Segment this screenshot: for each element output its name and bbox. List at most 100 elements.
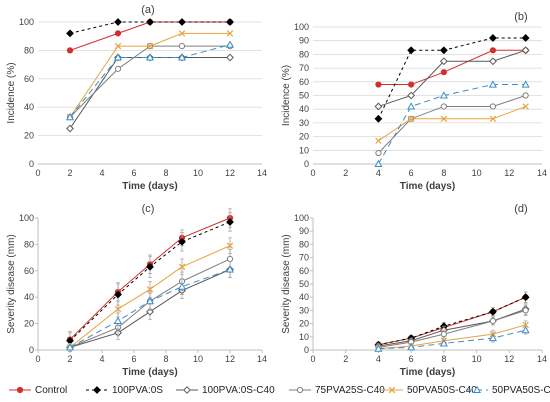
x-tick-label: 4 [99, 168, 104, 178]
series-75pva25s-c40 [375, 92, 529, 157]
data-point-control [66, 47, 74, 54]
data-point-50pva50s-c80 [488, 80, 497, 88]
x-tick-label: 12 [225, 354, 235, 364]
panel-a: 0 2 4 6 8 10 12 14 0 20 40 60 80 100 Time (days) Incide… [6, 4, 267, 192]
x-tick-label: 12 [504, 168, 514, 178]
series-50pva50s-c40 [375, 320, 529, 352]
y-tick-label: 80 [299, 239, 309, 249]
series-line-control [378, 49, 526, 86]
data-point-50pva50s-c80 [439, 91, 448, 99]
data-point-100pva-0s [114, 290, 122, 299]
legend-label-100pva-0s-c40: 100PVA:0S-C40 [202, 384, 275, 396]
y-tick-label: 40 [299, 292, 309, 302]
data-point-50pva50s-c40 [522, 103, 529, 110]
data-point-100pva-0s [521, 293, 530, 302]
series-100pva-0s [374, 34, 530, 123]
data-point-75pva25s-c40 [522, 307, 529, 314]
legend-item-50pva50s-c40: 50PVA50S-C40 [380, 380, 477, 400]
data-point-50pva50s-c80 [225, 265, 235, 273]
y-tick-label: 0 [304, 159, 309, 169]
data-point-100pva-0s [226, 18, 234, 26]
x-tick-label: 12 [225, 168, 235, 178]
y-tick-label: 80 [299, 49, 309, 59]
data-point-50pva50s-c80 [65, 112, 75, 121]
x-tick-label: 0 [310, 168, 315, 178]
data-point-100pva-0s [146, 262, 154, 271]
data-point-75pva25s-c40 [375, 149, 382, 157]
y-tick-label: 0 [29, 345, 34, 355]
data-point-50pva50s-c80 [145, 296, 155, 305]
series-100pva-0s [66, 18, 234, 38]
legend-item-100pva-0s: 100PVA:0S [85, 380, 163, 400]
legend-label-75pva25s-c40: 75PVA25S-C40 [315, 384, 385, 396]
x-tick-label: 0 [35, 354, 40, 364]
y-tick-label: 20 [299, 319, 309, 329]
data-point-100pva-0s-c40 [226, 53, 234, 62]
data-point-100pva-0s [178, 237, 186, 246]
series-50pva50s-c80 [65, 40, 235, 121]
data-point-50pva50s-c80 [521, 80, 530, 88]
y-tick-label: 100 [294, 213, 309, 223]
data-point-50pva50s-c40 [146, 42, 154, 50]
y-tick-label: 20 [299, 132, 309, 142]
x-tick-label: 14 [257, 354, 267, 364]
y-tick-label: 90 [299, 36, 309, 46]
panel-label: (d) [514, 203, 527, 215]
legend-label-100pva-0s: 100PVA:0S [112, 384, 163, 396]
series-100pva-0s-c40 [374, 46, 530, 111]
x-tick-label: 4 [376, 354, 381, 364]
series-line-100pva-0s-c40 [378, 49, 526, 107]
legend-marker [388, 386, 396, 394]
y-axis-label: Severity disease (mm) [6, 234, 17, 333]
y-tick-label: 30 [299, 305, 309, 315]
data-point-100pva-0s [374, 114, 383, 123]
panel-d: 0 2 4 6 8 10 12 14 0 10 20 30 40 50 60 70 80 90 100 Time (d… [281, 203, 547, 378]
y-tick-label: 0 [304, 345, 309, 355]
legend-marker [296, 386, 304, 394]
panel-c: 0 2 4 6 8 10 12 14 0 20 40 60 80 100 Time (days) Severi… [6, 203, 267, 378]
panel-label: (a) [141, 4, 154, 16]
legend-marker [93, 386, 101, 394]
data-point-100pva-0s-c40 [407, 91, 416, 100]
y-tick-label: 20 [24, 131, 34, 141]
data-point-100pva-0s [489, 307, 497, 316]
x-tick-label: 8 [163, 168, 168, 178]
x-axis-label: Time (days) [122, 181, 177, 192]
y-tick-label: 30 [299, 118, 309, 128]
y-tick-label: 40 [24, 292, 34, 302]
series-100pva-0s-c40 [66, 53, 234, 133]
y-tick-label: 90 [299, 226, 309, 236]
y-tick-label: 10 [299, 332, 309, 342]
data-point-50pva50s-c80 [65, 343, 75, 351]
y-axis-label: Severity disease (mm) [281, 234, 292, 333]
series-100pva-0s [66, 212, 234, 350]
data-point-control [375, 81, 382, 88]
series-control [66, 208, 234, 348]
data-point-50pva50s-c80 [439, 339, 448, 347]
data-point-100pva-0s-c40 [66, 124, 74, 133]
y-tick-label: 60 [299, 266, 309, 276]
data-point-100pva-0s [407, 46, 416, 55]
data-point-100pva-0s-c40 [439, 57, 448, 66]
data-point-50pva50s-c40 [375, 137, 382, 144]
legend-item-control: Control [8, 380, 67, 400]
x-tick-label: 2 [67, 168, 72, 178]
x-tick-label: 8 [441, 354, 446, 364]
x-tick-label: 14 [257, 168, 267, 178]
y-tick-label: 100 [19, 17, 34, 27]
data-point-50pva50s-c40 [114, 305, 122, 313]
data-point-100pva-0s-c40 [521, 46, 530, 55]
series-50pva50s-c40 [375, 103, 529, 144]
data-point-50pva50s-c80 [177, 53, 187, 61]
x-tick-label: 2 [343, 354, 348, 364]
data-point-50pva50s-c40 [114, 42, 122, 50]
x-tick-label: 4 [99, 354, 104, 364]
x-tick-label: 14 [537, 168, 547, 178]
x-axis-label: Time (days) [400, 367, 455, 378]
data-point-100pva-0s-c40 [374, 102, 383, 111]
y-axis-label: Incidence (%) [281, 65, 292, 126]
data-point-75pva25s-c40 [440, 103, 447, 110]
legend-label-control: Control [35, 384, 68, 396]
x-tick-label: 6 [409, 354, 414, 364]
legend-swatch-50pva50s-c80 [466, 385, 488, 394]
